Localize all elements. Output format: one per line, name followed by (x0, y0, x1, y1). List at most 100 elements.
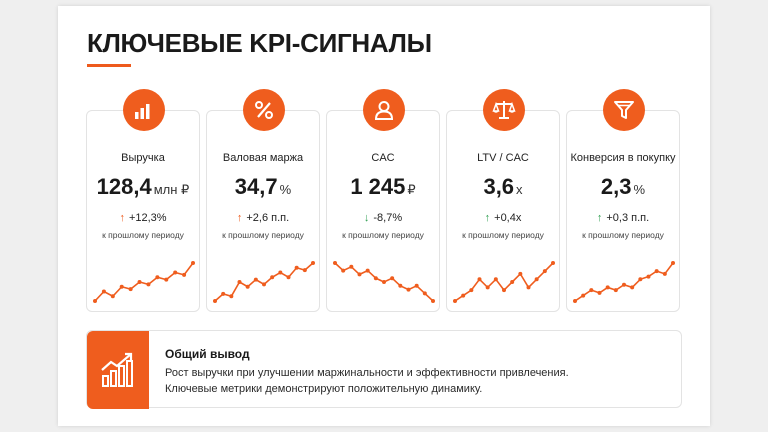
sparkline-point (493, 277, 498, 282)
kpi-label: Валовая маржа (222, 152, 304, 164)
sparkline-point (422, 291, 427, 296)
sparkline-point (542, 269, 547, 274)
sparkline-point (221, 291, 226, 296)
kpi-period: к прошлому периоду (342, 230, 424, 240)
percent-icon (243, 89, 285, 131)
sparkline-line (94, 262, 194, 302)
sparkline-point (461, 293, 466, 298)
slide: КЛЮЧЕВЫЕ KPI-СИГНАЛЫ Выручка 128,4 млн ₽ … (58, 6, 710, 426)
sparkline-point (382, 280, 386, 284)
sparkline-point (502, 288, 506, 293)
kpi-label: Выручка (121, 152, 165, 164)
sparkline-point (589, 288, 594, 293)
sparkline-point (164, 277, 169, 282)
sparkline-point (365, 268, 370, 273)
sparkline-point (638, 277, 643, 282)
kpi-label: CAC (371, 152, 395, 164)
sparkline-point (581, 293, 586, 298)
sparkline-point (477, 277, 482, 282)
kpi-change: ↓ -8,7% (363, 212, 403, 224)
kpi-change: ↑ +0,4x (484, 212, 522, 224)
kpi-label: LTV / CAC (477, 152, 529, 164)
sparkline-point (357, 272, 362, 277)
sparkline-point (597, 290, 602, 295)
sparkline-point (101, 289, 106, 294)
kpi-change: ↑ +0,3 п.п. (596, 212, 650, 224)
kpi-card-ltv-cac: LTV / CAC 3,6 x ↑ +0,4x к прошлому периоду (446, 89, 560, 312)
sparkline-point (311, 261, 315, 265)
summary-panel: Общий вывод Рост выручки при улучшении м… (86, 330, 682, 409)
kpi-period: к прошлому периоду (102, 230, 184, 240)
sparkline-point (137, 280, 142, 284)
sparkline-point (605, 285, 610, 290)
arrow-up-icon: ↑ (236, 212, 243, 224)
sparkline-point (662, 271, 667, 276)
sparkline-point (245, 284, 250, 289)
kpi-card-revenue: Выручка 128,4 млн ₽ ↑ +12,3% к прошлому пе… (86, 89, 200, 312)
kpi-card-gross-margin: Валовая маржа 34,7% ↑ +2,6 п.п. к прошлом… (206, 89, 320, 312)
sparkline-point (373, 276, 378, 281)
sparkline-point (518, 271, 523, 276)
sparkline (453, 261, 555, 303)
sparkline-point (414, 283, 419, 288)
sparkline-point (341, 268, 346, 273)
user-icon (363, 89, 405, 131)
sparkline (213, 261, 315, 303)
sparkline-point (510, 280, 515, 284)
kpi-period: к прошлому периоду (222, 230, 304, 240)
sparkline-point (534, 277, 539, 282)
kpi-value: 34,7% (234, 174, 292, 199)
sparkline (93, 261, 195, 303)
summary-text-line: Ключевые метрики демонстрируют положител… (165, 383, 483, 395)
kpi-card-conversion: Конверсия в покупку 2,3% ↑ +0,3 п.п. к пр… (566, 89, 680, 312)
sparkline-point (146, 282, 151, 287)
kpi-card-cac: CAC 1 245 ₽ ↓ -8,7% к прошлому периоду (326, 89, 440, 312)
sparkline-point (333, 261, 337, 265)
growth-chart-icon (87, 331, 149, 409)
sparkline-point (128, 287, 133, 292)
kpi-value: 1 245 ₽ (350, 174, 416, 199)
kpi-label: Конверсия в покупку (570, 152, 676, 164)
arrow-up-icon: ↑ (119, 212, 125, 224)
funnel-icon (603, 89, 645, 131)
sparkline-point (613, 288, 618, 293)
sparkline-point (431, 299, 435, 303)
sparkline-line (574, 262, 674, 302)
sparkline-point (237, 280, 242, 284)
summary-text-line: Рост выручки при улучшении маржинальност… (165, 367, 569, 379)
sparkline-point (155, 275, 160, 280)
kpi-change: ↑ +2,6 п.п. (236, 212, 290, 224)
sparkline-point (253, 277, 258, 282)
sparkline-point (286, 275, 291, 280)
sparkline-point (646, 274, 651, 279)
kpi-period: к прошлому периоду (582, 230, 664, 240)
sparkline-point (182, 272, 187, 277)
sparkline-point (93, 299, 97, 303)
sparkline-point (630, 285, 635, 290)
sparkline-point (654, 269, 659, 274)
sparkline-point (406, 287, 411, 292)
sparkline-point (213, 299, 217, 303)
sparkline-point (229, 294, 234, 299)
kpi-value: 2,3% (600, 174, 646, 199)
title-underline (87, 64, 131, 67)
sparkline-point (671, 261, 675, 265)
sparkline-point (349, 264, 354, 269)
kpi-value: 128,4 млн ₽ (96, 174, 190, 199)
sparkline-point (262, 282, 266, 287)
kpi-change: ↑ +12,3% (119, 212, 167, 224)
sparkline-point (622, 282, 626, 287)
sparkline-point (453, 299, 457, 303)
arrow-up-icon: ↑ (484, 212, 491, 224)
page-title: КЛЮЧЕВЫЕ KPI-СИГНАЛЫ (87, 28, 432, 58)
sparkline-point (173, 270, 178, 275)
sparkline-point (110, 294, 115, 299)
sparkline-point (270, 275, 275, 280)
sparkline (573, 261, 675, 303)
kpi-value: 3,6 x (483, 174, 523, 199)
scales-icon (483, 89, 525, 131)
sparkline-line (454, 262, 554, 302)
sparkline-point (302, 268, 307, 273)
sparkline-point (294, 265, 299, 270)
sparkline-point (191, 261, 195, 265)
